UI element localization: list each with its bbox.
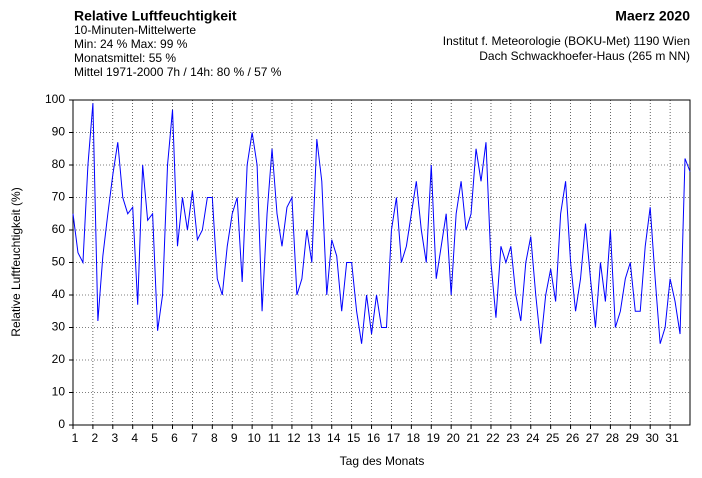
x-tick-label: 1 — [72, 431, 79, 445]
subtitle: Mittel 1971-2000 7h / 14h: 80 % / 57 % — [74, 65, 282, 79]
y-tick-label: 10 — [52, 385, 66, 399]
y-tick-label: 20 — [52, 352, 66, 366]
x-tick-label: 22 — [486, 431, 500, 445]
subtitle: Monatsmittel: 55 % — [74, 51, 176, 65]
x-tick-label: 27 — [586, 431, 600, 445]
x-tick-label: 7 — [191, 431, 198, 445]
x-tick-label: 6 — [171, 431, 178, 445]
y-tick-label: 60 — [52, 222, 66, 236]
x-tick-label: 9 — [231, 431, 238, 445]
x-tick-label: 4 — [131, 431, 138, 445]
subtitle: 10-Minuten-Mittelwerte — [74, 23, 196, 37]
y-tick-label: 100 — [45, 92, 65, 106]
x-tick-label: 31 — [665, 431, 679, 445]
x-tick-label: 17 — [387, 431, 401, 445]
subtitle: Min: 24 % Max: 99 % — [74, 37, 188, 51]
y-tick-label: 80 — [52, 157, 66, 171]
x-tick-label: 19 — [427, 431, 441, 445]
x-tick-label: 2 — [92, 431, 99, 445]
plot-frame — [72, 99, 691, 426]
x-tick-label: 15 — [347, 431, 361, 445]
x-tick-label: 12 — [287, 431, 301, 445]
x-tick-label: 25 — [546, 431, 560, 445]
x-tick-label: 24 — [526, 431, 540, 445]
x-tick-label: 23 — [506, 431, 520, 445]
x-tick-label: 30 — [646, 431, 660, 445]
x-tick-label: 14 — [327, 431, 341, 445]
y-tick-label: 40 — [52, 287, 66, 301]
x-tick-label: 10 — [247, 431, 261, 445]
y-tick-label: 30 — [52, 320, 66, 334]
data-line — [72, 103, 691, 344]
x-tick-label: 16 — [367, 431, 381, 445]
x-tick-label: 29 — [626, 431, 640, 445]
y-tick-label: 0 — [58, 417, 65, 431]
x-tick-label: 5 — [151, 431, 158, 445]
x-tick-label: 18 — [407, 431, 421, 445]
x-tick-label: 21 — [466, 431, 480, 445]
period: Maerz 2020 — [615, 8, 690, 24]
y-tick-label: 90 — [52, 125, 66, 139]
x-tick-label: 8 — [211, 431, 218, 445]
source: Institut f. Meteorologie (BOKU-Met) 1190… — [443, 34, 690, 48]
x-axis-label: Tag des Monats — [340, 454, 425, 468]
x-tick-label: 3 — [111, 431, 118, 445]
x-tick-label: 20 — [446, 431, 460, 445]
x-tick-label: 13 — [307, 431, 321, 445]
y-axis-label: Relative Luftfeuchtigkeit (%) — [9, 187, 23, 336]
x-tick-label: 28 — [606, 431, 620, 445]
chart-title: Relative Luftfeuchtigkeit — [74, 8, 237, 24]
y-tick-label: 50 — [52, 255, 66, 269]
source: Dach Schwackhoefer-Haus (265 m NN) — [479, 49, 690, 63]
y-tick-label: 70 — [52, 190, 66, 204]
x-tick-label: 11 — [268, 431, 281, 445]
x-tick-label: 26 — [566, 431, 580, 445]
